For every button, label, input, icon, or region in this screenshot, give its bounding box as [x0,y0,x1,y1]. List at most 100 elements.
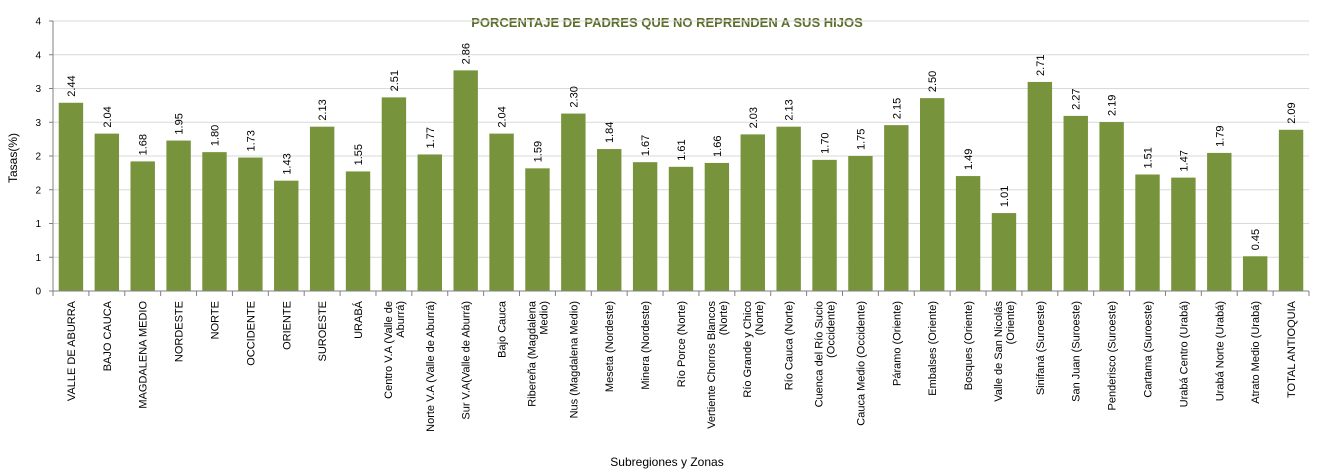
x-tick-label: Norte V.A (Valle de Aburrá) [425,301,437,432]
x-axis-label: Subregiones y Zonas [610,455,723,469]
data-label: 2.04 [102,106,114,127]
x-tick-label: Vertiente Chorros Blancos [706,301,718,429]
x-tick-label: (Norte) [754,301,766,335]
y-tick-label: 3 [35,84,41,95]
bar [166,140,191,291]
data-label: 1.61 [676,139,688,160]
data-label: 1.67 [640,135,652,156]
data-label: 2.09 [1286,102,1298,123]
bar [919,98,945,292]
data-labels: 2.44 2.04 1.68 1.95 1.80 1.73 1.43 2.13 1.55 2.51… [66,43,1298,250]
bar [453,70,478,291]
y-tick-label: 3 [35,118,41,129]
x-tick-label: Valle de San Nicolás [993,301,1005,402]
axes [49,20,1310,296]
x-tick-label: Penderisco (Suroeste) [1107,301,1119,410]
data-label: 1.51 [1143,147,1155,168]
y-axis-label: Tasas(%) [6,133,20,183]
bar [776,126,801,291]
bar [130,161,155,291]
x-tick-label: ORIENTE [281,301,293,350]
data-label: 2.51 [389,70,401,91]
bars [58,70,1304,292]
bar [704,162,730,291]
bar [740,134,765,291]
data-label: 2.19 [1107,95,1119,116]
x-tick-label: Sinifaná (Suroeste) [1035,301,1047,395]
x-tick-label: Río Grande y Chico [742,301,754,398]
x-tick-label: NORDESTE [174,301,186,362]
data-label: 1.84 [604,122,616,143]
bar [632,162,658,291]
x-tick-label: (Oriente) [1005,301,1017,344]
bar [94,133,120,291]
data-label: 2.86 [461,43,473,64]
y-tick-labels: 0 1 1 2 2 3 3 4 4 [35,17,41,298]
bar [597,149,622,291]
data-label: 1.70 [820,132,832,153]
bar [1027,81,1053,291]
bar [812,159,837,291]
data-label: 1.73 [245,130,257,151]
x-tick-label: Urabá Norte (Urabá) [1214,301,1226,401]
data-label: 1.79 [1214,125,1226,146]
data-label: 0.45 [1250,229,1262,250]
bar [955,176,981,291]
data-label: 2.50 [927,71,939,92]
bar [309,126,335,291]
y-tick-label: 2 [35,152,41,163]
data-label: 1.68 [138,134,150,155]
data-label: 1.95 [174,113,186,134]
x-tick-label: Atrato Medio (Urabá) [1250,301,1262,404]
bar [345,171,371,291]
y-tick-label: 0 [35,287,41,298]
x-tick-labels: VALLE DE ABURRA BAJO CAUCA MAGDALENA MEDIO… [66,300,1298,432]
x-tick-label: Aburrá) [395,301,407,338]
y-tick-label: 2 [35,185,41,196]
bar [1099,122,1124,291]
bar [525,168,550,291]
data-label: 1.49 [963,149,975,170]
y-tick-label: 1 [35,253,41,264]
x-tick-label: Cuenca del Río Sucio [814,301,826,407]
bar [561,113,586,291]
bar [884,125,909,292]
bar [668,166,694,291]
data-label: 1.75 [855,129,867,150]
x-tick-label: (Norte) [718,301,730,335]
data-label: 1.55 [353,144,365,165]
bar [1063,115,1088,291]
x-tick-label: Centro V.A (Valle de [383,301,395,399]
x-tick-label: Cauca Medio (Occidente) [855,301,867,426]
bar [1171,177,1196,291]
x-tick-label: Minera (Nordeste) [640,301,652,390]
x-tick-label: URABÁ [352,300,365,339]
y-tick-label: 4 [35,17,41,28]
bar [1135,174,1160,291]
x-tick-label: VALLE DE ABURRA [66,300,78,401]
bar [1242,256,1268,291]
x-tick-label: Cartama (Suroeste) [1143,301,1155,398]
x-tick-label: Meseta (Nordeste) [604,301,616,392]
y-tick-label: 4 [35,50,41,61]
data-label: 1.43 [281,153,293,174]
x-tick-label: Embalses (Oriente) [927,301,939,396]
x-tick-label: TOTAL ANTIOQUIA [1286,300,1298,398]
data-label: 1.47 [1178,150,1190,171]
x-tick-label: Río Porce (Norte) [676,301,688,387]
bar [274,180,299,291]
chart-title: PORCENTAJE DE PADRES QUE NO REPRENDEN A … [471,15,863,30]
x-tick-label: Urabá Centro (Urabá) [1178,301,1190,407]
x-tick-label: Ribereña (Magdalena [526,300,538,407]
x-tick-label: San Juan (Suroeste) [1071,301,1083,402]
data-label: 2.27 [1071,88,1083,109]
bar [417,154,443,291]
data-label: 1.80 [209,125,221,146]
bar [381,97,407,291]
y-tick-label: 1 [35,219,41,230]
data-label: 2.15 [891,98,903,119]
x-tick-label: Sur V.A(Valle de Aburrá) [461,301,473,420]
data-label: 2.30 [568,86,580,107]
data-label: 2.13 [784,99,796,120]
